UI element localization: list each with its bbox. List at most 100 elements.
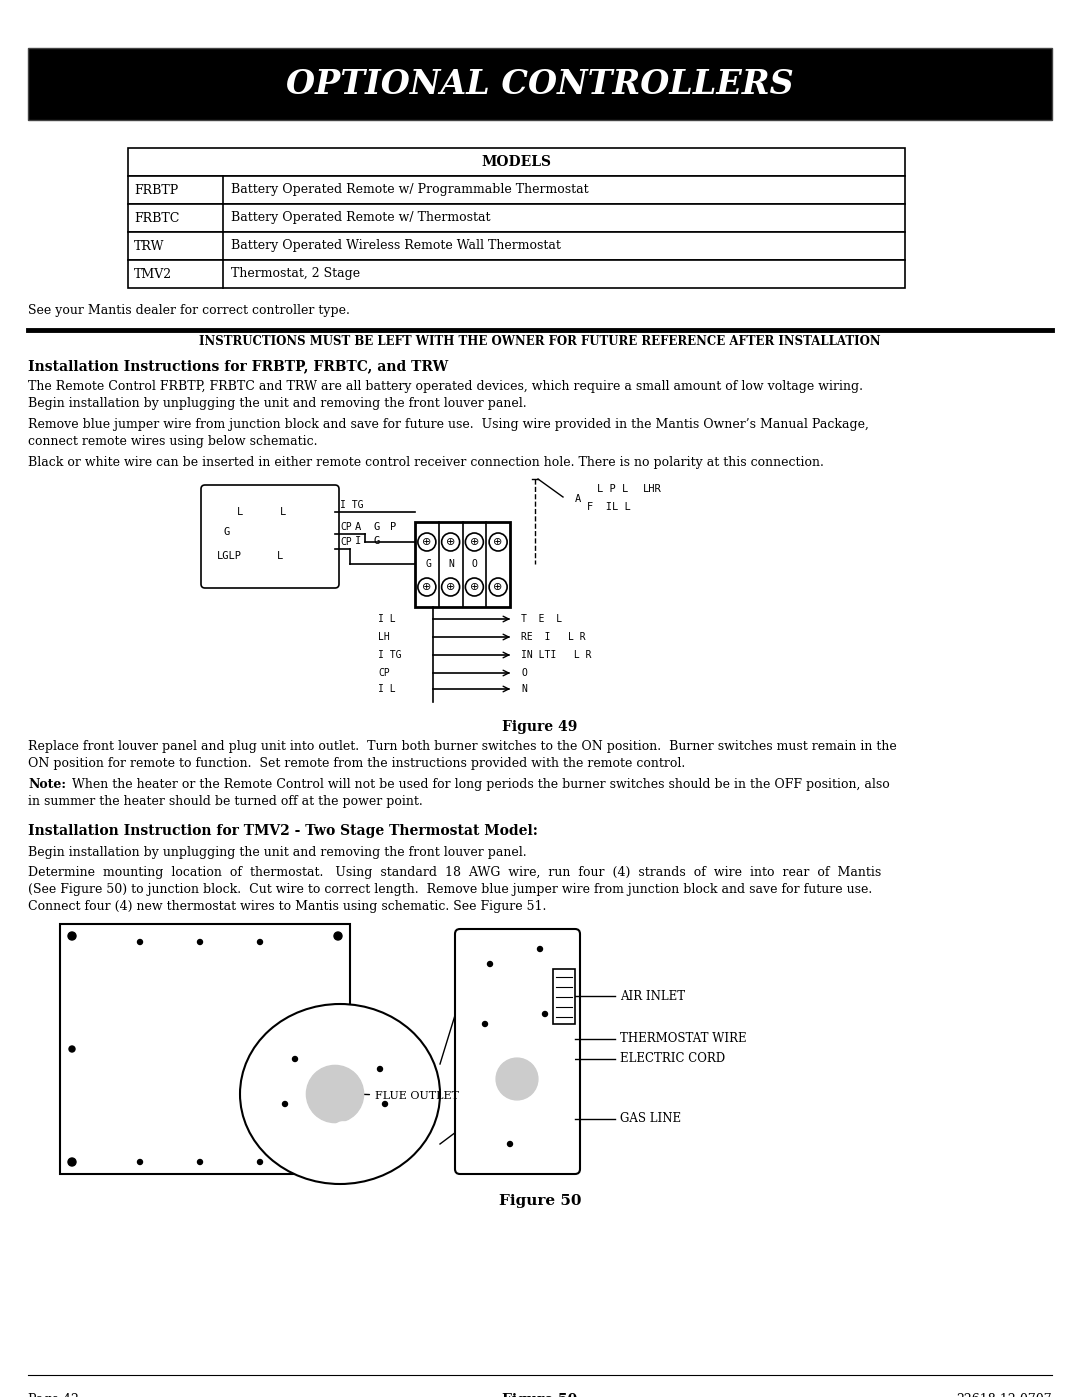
- Circle shape: [483, 1087, 487, 1091]
- Text: Figure 49: Figure 49: [502, 719, 578, 733]
- Text: Battery Operated Wireless Remote Wall Thermostat: Battery Operated Wireless Remote Wall Th…: [231, 239, 561, 253]
- Text: Replace front louver panel and plug unit into outlet.  Turn both burner switches: Replace front louver panel and plug unit…: [28, 740, 896, 753]
- Text: P: P: [390, 522, 396, 532]
- Bar: [60, 923, 350, 1173]
- Circle shape: [496, 1058, 538, 1099]
- Circle shape: [489, 534, 508, 550]
- Circle shape: [335, 1046, 341, 1052]
- Circle shape: [137, 940, 143, 944]
- Text: N: N: [448, 559, 454, 569]
- Circle shape: [442, 578, 460, 597]
- Text: I L: I L: [378, 685, 395, 694]
- Text: CP: CP: [378, 668, 390, 678]
- Circle shape: [334, 1158, 342, 1166]
- Bar: [129, 148, 905, 176]
- Circle shape: [283, 1101, 287, 1106]
- Circle shape: [307, 1066, 364, 1123]
- Text: F  IL L: F IL L: [588, 502, 631, 511]
- Text: OPTIONAL CONTROLLERS: OPTIONAL CONTROLLERS: [286, 67, 794, 101]
- Text: G: G: [222, 527, 229, 536]
- Text: GAS LINE: GAS LINE: [620, 1112, 681, 1126]
- Text: Figure 50: Figure 50: [502, 1393, 578, 1397]
- Text: I TG: I TG: [378, 650, 402, 659]
- Circle shape: [68, 1158, 76, 1166]
- Text: FRBTC: FRBTC: [134, 211, 179, 225]
- Text: ⊕: ⊕: [494, 583, 503, 592]
- Circle shape: [561, 1052, 573, 1066]
- Text: ⊕: ⊕: [446, 583, 456, 592]
- Text: AIR INLET: AIR INLET: [620, 989, 685, 1003]
- Text: ⊕: ⊕: [470, 583, 480, 592]
- Bar: [28, 47, 1052, 120]
- Circle shape: [542, 1011, 548, 1017]
- Text: Page 42: Page 42: [28, 1393, 79, 1397]
- Text: CP: CP: [340, 522, 352, 532]
- Circle shape: [442, 534, 460, 550]
- FancyBboxPatch shape: [201, 485, 339, 588]
- Circle shape: [283, 1042, 387, 1146]
- Text: 22618-12-0707: 22618-12-0707: [957, 1393, 1052, 1397]
- Circle shape: [562, 1034, 572, 1044]
- Text: THERMOSTAT WIRE: THERMOSTAT WIRE: [620, 1032, 746, 1045]
- Text: Installation Instruction for TMV2 - Two Stage Thermostat Model:: Installation Instruction for TMV2 - Two …: [28, 824, 538, 838]
- Text: LGLP: LGLP: [217, 550, 242, 562]
- Bar: [315, 1078, 343, 1109]
- Text: CP: CP: [340, 536, 352, 548]
- Text: connect remote wires using below schematic.: connect remote wires using below schemat…: [28, 434, 318, 448]
- Circle shape: [418, 534, 436, 550]
- Text: RE  I   L R: RE I L R: [521, 631, 585, 643]
- Text: L P L: L P L: [597, 483, 629, 495]
- Text: L: L: [237, 507, 243, 517]
- Circle shape: [487, 961, 492, 967]
- Circle shape: [378, 1066, 382, 1071]
- Bar: [129, 176, 905, 204]
- Circle shape: [69, 1046, 75, 1052]
- Text: Figure 50: Figure 50: [499, 1194, 581, 1208]
- Circle shape: [198, 1160, 203, 1165]
- Circle shape: [333, 1122, 353, 1141]
- Circle shape: [465, 534, 484, 550]
- Text: See your Mantis dealer for correct controller type.: See your Mantis dealer for correct contr…: [28, 305, 350, 317]
- Bar: [129, 260, 905, 288]
- Text: Begin installation by unplugging the unit and removing the front louver panel.: Begin installation by unplugging the uni…: [28, 397, 527, 409]
- Circle shape: [68, 932, 76, 940]
- Circle shape: [137, 1160, 143, 1165]
- Text: G: G: [373, 522, 379, 532]
- Circle shape: [257, 940, 262, 944]
- Text: ⊕: ⊕: [446, 536, 456, 548]
- Text: TMV2: TMV2: [134, 267, 172, 281]
- Text: ⊕: ⊕: [470, 536, 480, 548]
- Text: Battery Operated Remote w/ Programmable Thermostat: Battery Operated Remote w/ Programmable …: [231, 183, 589, 197]
- Circle shape: [515, 1106, 539, 1132]
- Text: (See Figure 50) to junction block.  Cut wire to correct length.  Remove blue jum: (See Figure 50) to junction block. Cut w…: [28, 883, 873, 895]
- Text: G: G: [373, 536, 379, 546]
- Bar: [465, 1160, 570, 1166]
- Circle shape: [508, 1141, 513, 1147]
- Text: in summer the heater should be turned off at the power point.: in summer the heater should be turned of…: [28, 795, 422, 807]
- Text: MODELS: MODELS: [482, 155, 552, 169]
- Text: L: L: [280, 507, 286, 517]
- Text: ON position for remote to function.  Set remote from the instructions provided w: ON position for remote to function. Set …: [28, 757, 685, 770]
- Text: Note:: Note:: [28, 778, 66, 791]
- Circle shape: [293, 1056, 297, 1062]
- Text: ⊕: ⊕: [422, 536, 432, 548]
- Text: ⊕: ⊕: [494, 536, 503, 548]
- Text: Begin installation by unplugging the unit and removing the front louver panel.: Begin installation by unplugging the uni…: [28, 847, 527, 859]
- Text: I L: I L: [378, 615, 395, 624]
- Text: Installation Instructions for FRBTP, FRBTC, and TRW: Installation Instructions for FRBTP, FRB…: [28, 359, 448, 373]
- Circle shape: [519, 1112, 534, 1126]
- Text: O: O: [521, 668, 527, 678]
- FancyBboxPatch shape: [455, 929, 580, 1173]
- Circle shape: [335, 1006, 341, 1011]
- Bar: [129, 204, 905, 232]
- Text: IN LTI   L R: IN LTI L R: [521, 650, 592, 659]
- Ellipse shape: [240, 1004, 440, 1185]
- Circle shape: [257, 1160, 262, 1165]
- Text: Black or white wire can be inserted in either remote control receiver connection: Black or white wire can be inserted in e…: [28, 455, 824, 469]
- Text: G: G: [426, 559, 431, 569]
- Circle shape: [198, 940, 203, 944]
- Text: N: N: [521, 685, 527, 694]
- Text: Connect four (4) new thermostat wires to Mantis using schematic. See Figure 51.: Connect four (4) new thermostat wires to…: [28, 900, 546, 914]
- Circle shape: [382, 1101, 388, 1106]
- Text: A: A: [575, 495, 581, 504]
